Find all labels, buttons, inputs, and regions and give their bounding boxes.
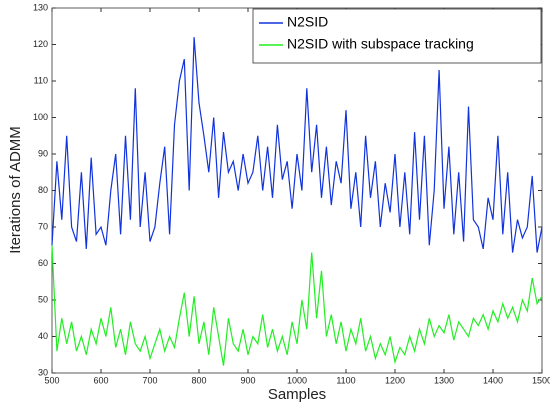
- x-tick-label: 1400: [483, 375, 503, 385]
- x-tick-label: 900: [240, 375, 255, 385]
- y-tick-label: 90: [38, 148, 48, 158]
- y-tick-label: 30: [38, 367, 48, 377]
- x-tick-label: 1100: [336, 375, 355, 385]
- y-axis-label: Iterations of ADMM: [7, 126, 24, 254]
- y-tick-label: 80: [38, 185, 48, 195]
- y-tick-label: 110: [34, 75, 48, 85]
- x-tick-label: 800: [191, 375, 206, 385]
- x-tick-label: 600: [93, 375, 108, 385]
- y-tick-label: 130: [33, 2, 48, 12]
- legend-label: N2SID with subspace tracking: [287, 36, 474, 52]
- x-tick-label: 700: [142, 375, 157, 385]
- y-tick-label: 120: [33, 39, 48, 49]
- x-tick-label: 1300: [434, 375, 454, 385]
- x-tick-label: 1000: [287, 375, 307, 385]
- y-tick-label: 60: [38, 258, 48, 268]
- legend: [252, 8, 542, 64]
- series-line: [51, 37, 543, 253]
- y-tick-label: 100: [33, 112, 48, 122]
- y-tick-label: 40: [38, 331, 48, 341]
- x-tick-label: 500: [44, 375, 59, 385]
- x-tick-label: 1200: [385, 375, 405, 385]
- legend-label: N2SID: [287, 14, 328, 30]
- series-line: [51, 245, 543, 366]
- y-tick-label: 50: [38, 294, 48, 304]
- x-axis-label: Samples: [268, 386, 326, 403]
- x-tick-label: 1500: [532, 375, 550, 385]
- y-tick-label: 70: [38, 221, 48, 231]
